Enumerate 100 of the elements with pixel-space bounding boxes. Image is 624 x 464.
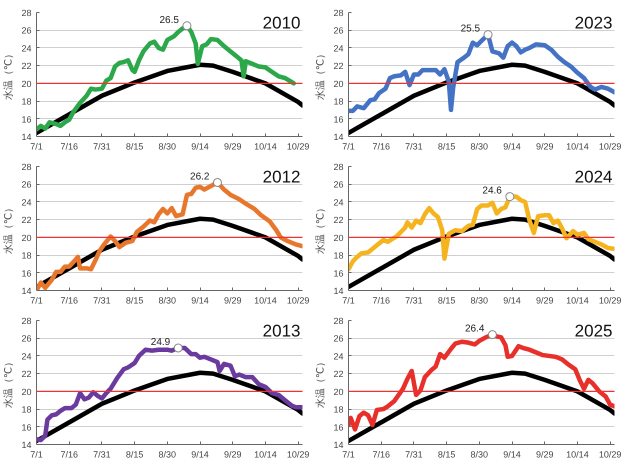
x-tick-label: 8/30 [470,450,488,460]
y-tick-label: 20 [21,78,32,89]
x-tick-label: 9/29 [224,142,242,152]
y-tick-label: 22 [21,369,32,380]
x-tick-label: 7/31 [93,296,111,306]
x-tick-label: 10/29 [286,450,310,460]
y-tick-label: 18 [333,250,344,261]
y-tick-label: 28 [21,316,32,326]
x-tick-label: 9/14 [191,450,209,460]
y-tick-label: 18 [333,404,344,415]
y-tick-label: 22 [333,215,344,226]
x-tick-label: 9/14 [191,142,209,152]
y-axis-title: 水温（℃） [2,202,14,254]
x-tick-label: 10/14 [254,450,277,460]
y-tick-label: 20 [21,232,32,243]
annotation: 24.6 [482,186,502,197]
x-tick-label: 7/31 [405,450,423,460]
y-tick-label: 16 [333,422,344,432]
x-tick-label: 9/29 [224,450,242,460]
y-tick-label: 24 [333,351,344,362]
x-tick-label: 10/29 [598,450,622,460]
x-tick-label: 8/15 [126,296,144,306]
x-tick-label: 7/1 [342,142,355,152]
y-tick-label: 14 [333,286,344,296]
y-tick-label: 16 [333,268,344,278]
x-tick-label: 9/29 [224,296,242,306]
chart-title: 2012 [262,168,301,186]
y-axis-title: 水温（℃） [314,48,326,100]
chart-title: 2024 [574,168,613,186]
x-tick-label: 8/30 [158,450,176,460]
x-tick-label: 8/15 [438,142,456,152]
y-axis-title: 水温（℃） [2,48,14,100]
y-tick-label: 24 [21,351,32,362]
x-tick-label: 7/31 [93,450,111,460]
x-tick-label: 10/14 [566,296,589,306]
x-tick-label: 9/14 [503,142,521,152]
x-tick-label: 9/14 [503,296,521,306]
y-tick-label: 24 [333,43,344,54]
x-tick-label: 7/1 [30,142,43,152]
y-tick-label: 18 [21,96,32,107]
x-tick-label: 8/15 [438,296,456,306]
x-tick-label: 9/29 [536,296,554,306]
x-tick-label: 7/1 [30,450,43,460]
y-tick-label: 20 [21,386,32,397]
chart-title: 2025 [574,322,613,340]
x-tick-label: 10/29 [286,296,310,306]
x-tick-label: 7/16 [372,296,390,306]
y-tick-label: 22 [21,61,32,72]
x-tick-label: 7/16 [60,142,78,152]
x-tick-label: 7/16 [372,142,390,152]
annotation: 25.5 [460,24,480,35]
y-tick-label: 26 [333,26,344,36]
y-tick-label: 24 [21,197,32,208]
x-tick-label: 8/30 [470,296,488,306]
y-tick-label: 16 [333,114,344,124]
y-tick-label: 28 [21,162,32,172]
x-tick-label: 7/16 [60,450,78,460]
y-tick-label: 28 [333,316,344,326]
x-tick-label: 9/29 [536,450,554,460]
x-tick-label: 7/16 [60,296,78,306]
x-tick-label: 7/31 [405,142,423,152]
y-tick-label: 28 [21,8,32,18]
y-tick-label: 26 [21,334,32,344]
chart-title: 2023 [574,14,613,32]
x-tick-label: 9/14 [503,450,521,460]
y-tick-label: 14 [21,440,32,450]
y-tick-label: 16 [21,422,32,432]
x-tick-label: 10/29 [286,142,310,152]
annotation: 24.9 [150,336,171,348]
y-tick-label: 18 [21,250,32,261]
y-tick-label: 14 [21,132,32,142]
y-tick-label: 14 [21,286,32,296]
x-tick-label: 8/30 [470,142,488,152]
x-tick-label: 7/31 [93,142,111,152]
annotation: 26.5 [159,14,180,26]
chart-title: 2010 [262,14,301,32]
y-tick-label: 22 [333,61,344,72]
x-tick-label: 7/16 [372,450,390,460]
y-axis-title: 水温（℃） [314,202,326,254]
y-axis-title: 水温（℃） [2,356,14,408]
annotation: 26.2 [190,171,210,182]
y-tick-label: 22 [21,215,32,226]
y-tick-label: 24 [21,43,32,54]
chart-title: 2013 [262,322,301,340]
x-tick-label: 7/31 [405,296,423,306]
y-tick-label: 14 [333,132,344,142]
y-tick-label: 26 [333,334,344,344]
y-tick-label: 20 [333,78,344,89]
x-tick-label: 10/14 [254,142,277,152]
y-tick-label: 16 [21,114,32,124]
y-tick-label: 16 [21,268,32,278]
x-tick-label: 10/29 [598,142,622,152]
y-tick-label: 24 [333,197,344,208]
x-tick-label: 8/30 [158,142,176,152]
y-tick-label: 26 [333,180,344,190]
x-tick-label: 7/1 [342,296,355,306]
x-tick-label: 7/1 [30,296,43,306]
y-tick-label: 26 [21,26,32,36]
x-tick-label: 10/14 [254,296,277,306]
y-axis-title: 水温（℃） [314,356,326,408]
